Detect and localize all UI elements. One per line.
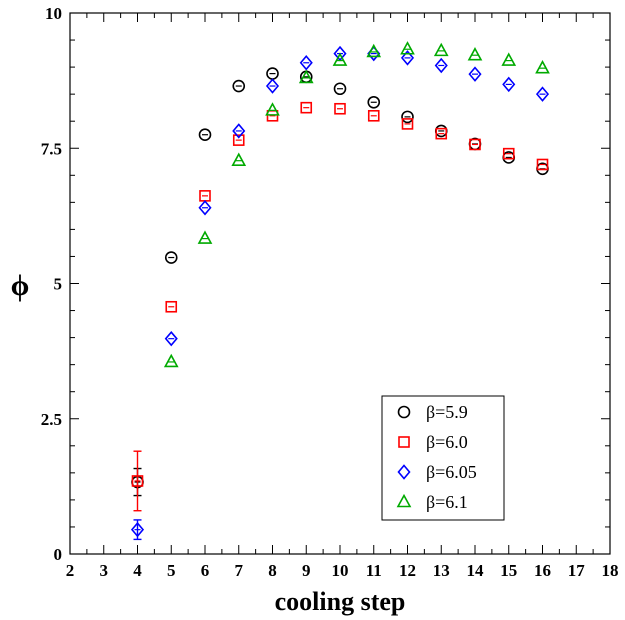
y-axis-title: ϕ [11, 269, 30, 302]
series-2 [130, 45, 550, 541]
data-point [198, 200, 212, 216]
data-point [536, 158, 549, 171]
x-tick-label: 13 [433, 561, 450, 580]
legend-label: β=6.1 [426, 492, 468, 512]
x-tick-label: 17 [568, 561, 586, 580]
x-tick-label: 6 [201, 561, 210, 580]
legend-marker [398, 436, 410, 448]
legend: β=5.9 β=6.0 β=6.05 β=6.1 [381, 395, 505, 521]
data-point [433, 42, 449, 57]
data-point [197, 230, 213, 244]
data-point [299, 55, 313, 71]
x-tick-label: 5 [167, 561, 176, 580]
y-tick-label: 0 [54, 545, 63, 564]
data-point [535, 60, 550, 74]
data-point [334, 102, 346, 115]
y-tick-label: 7.5 [41, 139, 62, 158]
data-point [232, 123, 246, 139]
x-tick-label: 10 [332, 561, 349, 580]
data-point [164, 330, 178, 347]
legend-label: β=6.05 [426, 462, 477, 482]
y-tick-label: 2.5 [41, 410, 62, 429]
data-point [367, 95, 381, 109]
data-point [401, 118, 414, 130]
data-point [298, 69, 314, 84]
x-tick-label: 8 [268, 561, 277, 580]
data-point [469, 138, 481, 151]
data-point [468, 66, 482, 82]
data-point [502, 147, 515, 160]
x-tick-label: 9 [302, 561, 311, 580]
data-point [198, 128, 212, 142]
legend-marker [397, 464, 411, 480]
data-point [333, 82, 347, 96]
series-1 [131, 101, 549, 512]
data-point [265, 78, 280, 94]
data-point [435, 127, 448, 140]
x-tick-label: 2 [66, 561, 75, 580]
x-tick-label: 14 [467, 561, 485, 580]
data-point [165, 300, 178, 313]
x-tick-label: 7 [235, 561, 244, 580]
legend-items: β=5.9 β=6.0 β=6.05 β=6.1 [396, 402, 477, 512]
x-tick-label: 11 [366, 561, 382, 580]
series-layer [130, 41, 550, 541]
plot-area-frame [69, 12, 611, 555]
data-point [300, 101, 313, 114]
data-point [265, 102, 280, 116]
data-point [163, 353, 179, 368]
x-axis-title: cooling step [275, 587, 406, 616]
data-point [502, 76, 516, 93]
axis-ticks [69, 12, 611, 555]
legend-label: β=5.9 [426, 402, 468, 422]
data-point [467, 47, 483, 61]
data-point [232, 79, 246, 93]
x-tick-label: 15 [500, 561, 517, 580]
x-tick-label: 4 [133, 561, 142, 580]
data-point [366, 43, 382, 58]
data-point [164, 251, 178, 264]
x-tick-label: 3 [100, 561, 109, 580]
series-3 [163, 41, 550, 368]
data-point [130, 521, 145, 538]
data-point [501, 52, 517, 66]
data-point [434, 57, 448, 74]
data-point [332, 52, 348, 66]
data-point [535, 86, 550, 102]
data-point [231, 152, 247, 166]
data-point [400, 41, 415, 55]
legend-label: β=6.0 [426, 432, 468, 452]
tick-labels: 2 3 4 5 6 7 8 9 10 11 12 13 14 15 16 17 18 0 2.5 5 7.5 10 [41, 4, 619, 580]
x-tick-label: 18 [602, 561, 619, 580]
legend-marker [396, 493, 412, 508]
data-point [367, 109, 380, 122]
y-tick-label: 5 [54, 275, 63, 294]
data-point [131, 475, 144, 487]
x-tick-label: 12 [399, 561, 416, 580]
data-point [400, 50, 415, 66]
data-point [232, 134, 245, 146]
y-tick-label: 10 [45, 4, 62, 23]
x-tick-label: 16 [534, 561, 551, 580]
data-point [401, 110, 414, 124]
legend-marker [397, 405, 411, 419]
